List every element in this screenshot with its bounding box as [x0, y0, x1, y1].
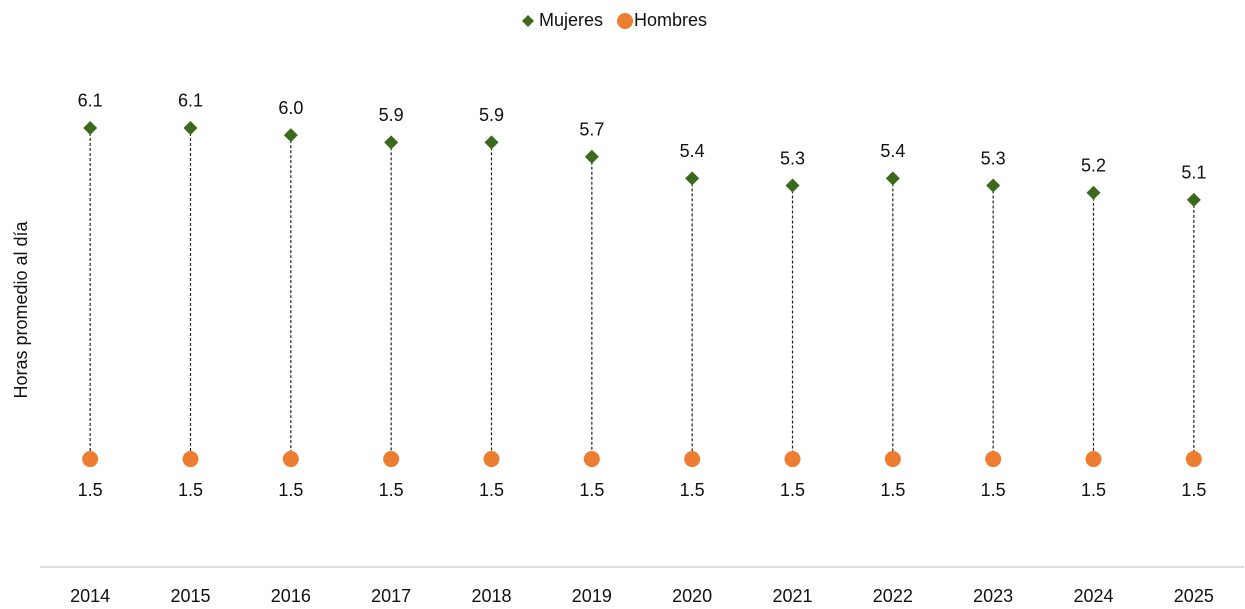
- x-tick-label: 2019: [572, 586, 612, 606]
- circle-marker: [383, 451, 400, 468]
- circle-marker: [182, 451, 199, 468]
- circle-marker: [1085, 451, 1102, 468]
- data-label: 6.0: [278, 98, 303, 118]
- x-tick-label: 2023: [973, 586, 1013, 606]
- data-label: 1.5: [780, 480, 805, 500]
- diamond-marker: [885, 171, 900, 186]
- data-label: 5.7: [579, 120, 604, 140]
- circle-marker: [784, 451, 801, 468]
- diamond-marker: [183, 120, 198, 135]
- data-label: 5.4: [880, 141, 905, 161]
- data-label: 1.5: [78, 480, 103, 500]
- circle-marker: [684, 451, 701, 468]
- x-tick-label: 2022: [873, 586, 913, 606]
- x-tick-label: 2020: [672, 586, 712, 606]
- circle-marker: [884, 451, 901, 468]
- data-label: 5.9: [379, 105, 404, 125]
- diamond-marker: [986, 178, 1001, 193]
- data-label: 1.5: [981, 480, 1006, 500]
- legend-label: Hombres: [634, 10, 707, 30]
- data-label: 5.9: [479, 105, 504, 125]
- diamond-marker: [685, 171, 700, 186]
- x-tick-label: 2015: [170, 586, 210, 606]
- circle-marker: [583, 451, 600, 468]
- data-label: 1.5: [579, 480, 604, 500]
- diamond-marker: [1186, 192, 1201, 207]
- legend-marker: [522, 15, 534, 27]
- data-label: 1.5: [880, 480, 905, 500]
- data-label: 1.5: [680, 480, 705, 500]
- data-label: 1.5: [379, 480, 404, 500]
- circle-marker: [483, 451, 500, 468]
- data-label: 6.1: [78, 91, 103, 111]
- circle-marker: [282, 451, 299, 468]
- x-tick-label: 2016: [271, 586, 311, 606]
- data-label: 6.1: [178, 91, 203, 111]
- circle-marker: [1185, 451, 1202, 468]
- x-tick-label: 2025: [1174, 586, 1214, 606]
- data-label: 5.4: [680, 141, 705, 161]
- x-tick-label: 2014: [70, 586, 110, 606]
- data-label: 1.5: [479, 480, 504, 500]
- legend-marker: [617, 13, 634, 29]
- diamond-marker: [283, 128, 298, 143]
- data-label: 5.3: [981, 148, 1006, 168]
- data-label: 5.1: [1181, 163, 1206, 183]
- diamond-marker: [384, 135, 399, 150]
- legend: Mujeres Hombres: [522, 10, 707, 30]
- diamond-marker: [1086, 185, 1101, 200]
- diamond-marker: [584, 149, 599, 164]
- diamond-marker: [484, 135, 499, 150]
- y-axis-label: Horas promedio al día: [11, 220, 31, 398]
- data-label: 5.2: [1081, 155, 1106, 175]
- data-label: 1.5: [178, 480, 203, 500]
- circle-marker: [985, 451, 1002, 468]
- legend-label: Mujeres: [539, 10, 603, 30]
- x-tick-label: 2024: [1073, 586, 1113, 606]
- x-tick-label: 2021: [772, 586, 812, 606]
- diamond-marker: [83, 120, 98, 135]
- data-label: 1.5: [278, 480, 303, 500]
- x-tick-label: 2017: [371, 586, 411, 606]
- data-label: 1.5: [1181, 480, 1206, 500]
- circle-marker: [82, 451, 99, 468]
- x-tick-label: 2018: [471, 586, 511, 606]
- data-label: 5.3: [780, 148, 805, 168]
- data-label: 1.5: [1081, 480, 1106, 500]
- diamond-marker: [785, 178, 800, 193]
